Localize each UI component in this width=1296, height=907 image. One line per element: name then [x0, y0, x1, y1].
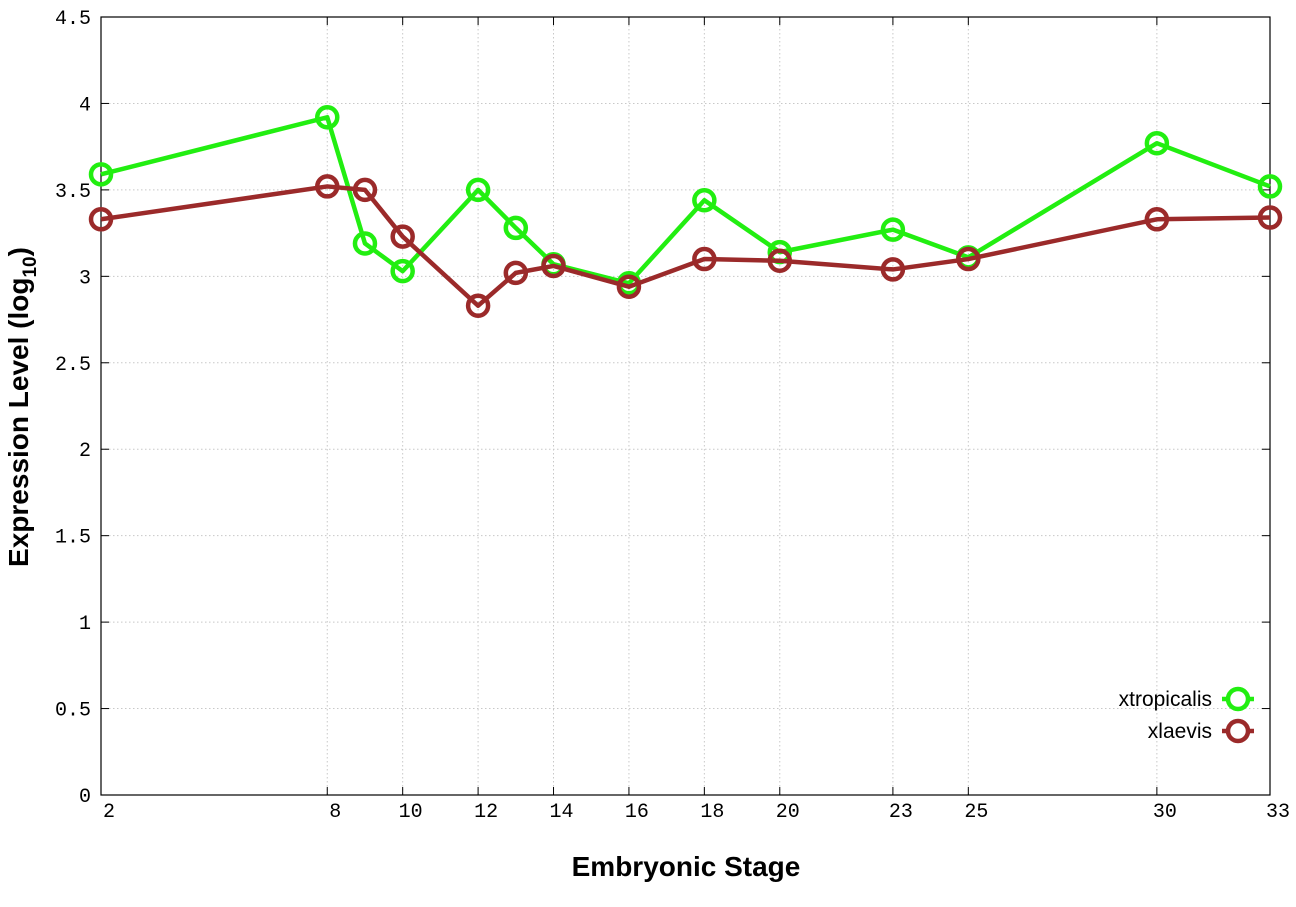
data-point — [352, 231, 378, 256]
data-point — [956, 246, 981, 272]
x-tick-label: 20 — [776, 801, 800, 824]
series-line-xtropicalis — [100, 115, 1271, 286]
data-point — [1257, 205, 1283, 230]
data-point — [1257, 174, 1283, 199]
data-point — [390, 224, 415, 249]
y-tick-label: 0 — [79, 786, 91, 809]
x-tick-label: 16 — [625, 801, 649, 824]
x-tick-label: 12 — [474, 801, 498, 824]
data-point — [315, 174, 340, 199]
series-layer — [88, 105, 1283, 318]
data-point — [1144, 130, 1170, 156]
data-point — [541, 253, 566, 279]
x-tick-label: 8 — [329, 801, 341, 824]
x-axis-title: Embryonic Stage — [572, 851, 801, 882]
y-tick-label: 0.5 — [55, 700, 91, 723]
x-tick-label: 23 — [889, 801, 913, 824]
x-tick-label: 30 — [1153, 801, 1177, 824]
data-point — [465, 177, 491, 203]
legend-marker-swatch — [1225, 718, 1251, 744]
y-axis-title-main: Expression Level (log — [3, 278, 34, 567]
x-tick-label: 25 — [964, 801, 988, 824]
y-tick-label: 4.5 — [55, 8, 91, 31]
ticks: 0 0.5 1 1.5 2 2.5 3 3.5 4 4.5 2 8 10 12 14 16 18 20 23 25 30… — [55, 8, 1290, 824]
y-axis-title-subscript: 10 — [20, 256, 41, 277]
data-point — [880, 257, 906, 282]
data-point — [692, 246, 717, 272]
y-tick-label: 1.5 — [55, 527, 91, 550]
y-tick-label: 3 — [79, 267, 91, 290]
data-point — [88, 162, 114, 187]
data-point — [88, 207, 114, 232]
data-point — [616, 274, 642, 299]
legend-marker-swatch — [1225, 686, 1251, 712]
data-point — [1144, 207, 1170, 232]
legend-item-xlaevis: xlaevis — [1148, 718, 1254, 744]
y-axis-title: Expression Level (log10) — [3, 247, 41, 567]
y-axis-title-close: ) — [3, 247, 34, 256]
data-point — [352, 177, 378, 203]
data-point — [315, 105, 340, 130]
data-point — [692, 188, 717, 213]
y-tick-label: 2 — [79, 440, 91, 463]
legend-item-xtropicalis: xtropicalis — [1119, 686, 1254, 712]
data-point — [880, 217, 906, 242]
legend: xtropicalis xlaevis — [1119, 686, 1254, 744]
legend-label: xtropicalis — [1119, 688, 1212, 711]
data-point — [465, 293, 491, 318]
x-tick-label: 33 — [1266, 801, 1290, 824]
series-line-xlaevis — [100, 184, 1271, 308]
y-tick-label: 1 — [79, 613, 91, 636]
data-point — [503, 215, 529, 241]
y-tick-label: 2.5 — [55, 354, 91, 377]
legend-label: xlaevis — [1148, 720, 1212, 743]
plot-border — [100, 16, 1271, 796]
grid — [101, 17, 1270, 795]
x-tick-label: 18 — [700, 801, 724, 824]
data-point — [503, 260, 529, 286]
y-tick-label: 3.5 — [55, 181, 91, 204]
y-tick-label: 4 — [79, 94, 91, 117]
x-tick-label: 14 — [550, 801, 574, 824]
x-tick-label: 2 — [103, 801, 115, 824]
data-point — [390, 258, 415, 284]
data-point — [767, 248, 793, 274]
x-tick-label: 10 — [399, 801, 423, 824]
series-xlaevis — [88, 174, 1283, 318]
